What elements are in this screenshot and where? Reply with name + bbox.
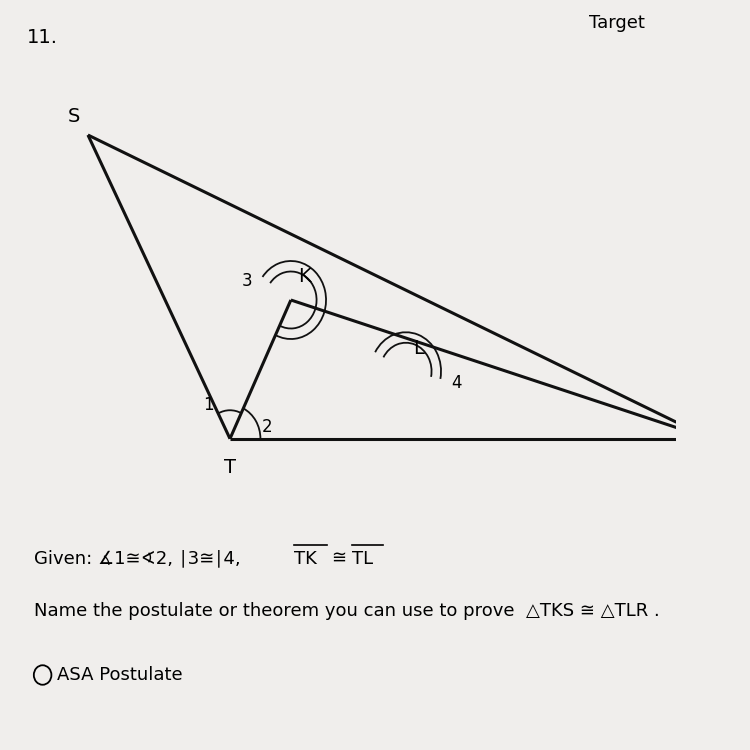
Text: Given: ∡1≅∢2, ∣3≅∣4,: Given: ∡1≅∢2, ∣3≅∣4, bbox=[34, 550, 241, 568]
Text: 2: 2 bbox=[262, 419, 272, 436]
Text: ASA Postulate: ASA Postulate bbox=[58, 666, 183, 684]
Text: S: S bbox=[68, 107, 80, 126]
Text: TL: TL bbox=[352, 550, 373, 568]
Text: T: T bbox=[224, 458, 236, 476]
Circle shape bbox=[34, 665, 52, 685]
Text: 3: 3 bbox=[242, 272, 252, 290]
Text: K: K bbox=[298, 268, 310, 286]
Text: L: L bbox=[413, 339, 424, 358]
Text: Target: Target bbox=[589, 13, 644, 32]
Text: TK: TK bbox=[294, 550, 317, 568]
Text: 4: 4 bbox=[452, 374, 462, 392]
Text: ≅: ≅ bbox=[332, 550, 346, 568]
Text: Name the postulate or theorem you can use to prove  △TKS ≅ △TLR .: Name the postulate or theorem you can us… bbox=[34, 602, 659, 620]
Text: 1: 1 bbox=[203, 396, 214, 414]
Text: 11.: 11. bbox=[27, 28, 58, 47]
